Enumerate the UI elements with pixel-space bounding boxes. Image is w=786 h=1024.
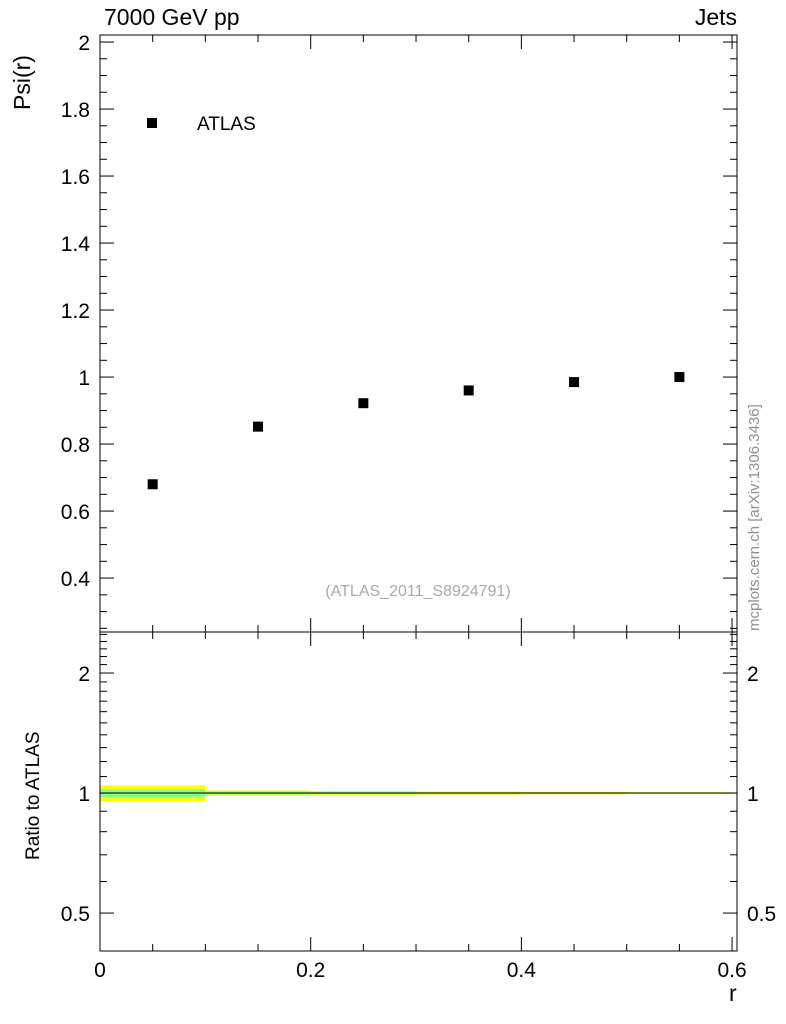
ratio-y-tick-label-right: 1 <box>747 783 759 806</box>
y-axis-title-ratio: Ratio to ATLAS <box>23 731 44 861</box>
y-tick-label: 1.4 <box>61 233 91 256</box>
header-right-title: Jets <box>694 4 737 30</box>
ratio-frame <box>99 631 738 952</box>
ratio-y-tick-label-right: 0.5 <box>747 903 776 926</box>
y-tick-label: 1.8 <box>61 99 90 122</box>
watermark: (ATLAS_2011_S8924791) <box>325 583 511 600</box>
side-note: mcplots.cern.ch [arXiv:1306.3436] <box>746 404 763 631</box>
ratio-y-tick-label-right: 2 <box>747 663 759 686</box>
y-tick-label: 1.6 <box>61 166 90 189</box>
y-tick-label: 0.4 <box>61 568 91 591</box>
y-tick-label: 0.8 <box>61 434 90 457</box>
x-tick-label: 0.6 <box>717 959 746 982</box>
y-tick-label: 1 <box>78 367 90 390</box>
data-point <box>569 377 580 388</box>
data-point <box>463 385 474 396</box>
ratio-y-tick-label-left: 1 <box>78 783 90 806</box>
legend-marker <box>147 118 157 128</box>
ratio-y-tick-label-left: 0.5 <box>61 903 90 926</box>
main-frame <box>99 34 738 633</box>
x-tick-label: 0.2 <box>296 959 325 982</box>
legend-label: ATLAS <box>197 114 256 135</box>
data-point <box>358 398 369 409</box>
data-point <box>147 479 158 490</box>
y-tick-label: 1.2 <box>61 300 90 323</box>
x-tick-label: 0.4 <box>507 959 537 982</box>
data-point <box>253 421 264 432</box>
y-tick-label: 0.6 <box>61 501 90 524</box>
y-tick-label: 2 <box>78 32 90 55</box>
x-axis-title: r <box>729 980 737 1006</box>
ratio-y-tick-label-left: 2 <box>78 663 90 686</box>
header-left-title: 7000 GeV pp <box>104 4 240 30</box>
y-axis-title-main: Psi(r) <box>9 55 35 110</box>
x-tick-label: 0 <box>94 959 106 982</box>
data-point <box>674 372 685 383</box>
